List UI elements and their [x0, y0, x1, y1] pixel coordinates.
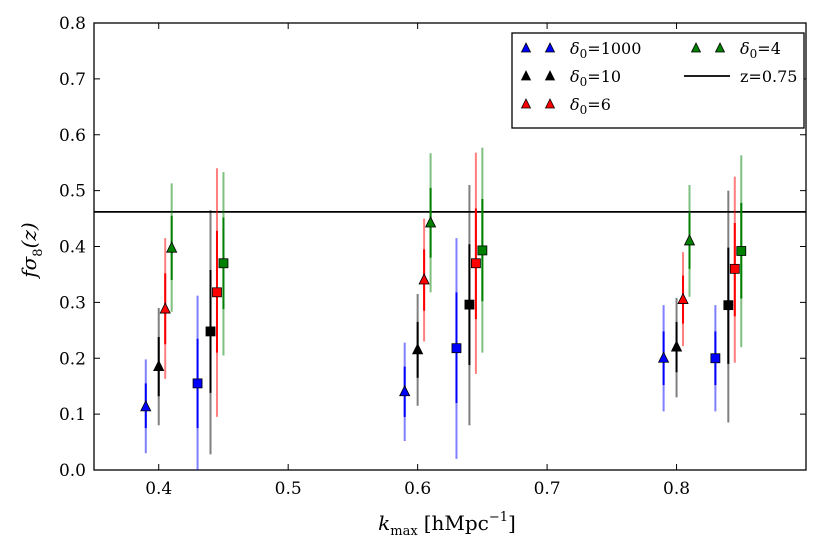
y-tick-label: 0.4: [59, 238, 86, 258]
square-marker: [218, 258, 229, 269]
square-marker: [736, 246, 747, 256]
data-markers: [140, 216, 747, 412]
x-axis-title: kmax [hMpc−1]: [378, 510, 516, 539]
y-tick-label: 0.8: [59, 14, 86, 34]
square-marker: [723, 300, 734, 311]
triangle-marker: [683, 234, 696, 246]
triangle-marker: [159, 302, 171, 314]
legend-marker: [544, 70, 556, 81]
y-tick-label: 0.0: [59, 461, 86, 481]
x-axis-title-exp: −1: [489, 510, 508, 525]
x-axis-title-close: ]: [508, 511, 516, 535]
legend-box: [511, 32, 805, 129]
y-tick-label: 0.2: [59, 349, 86, 369]
y-axis-title-arg: (z): [17, 222, 41, 248]
y-axis-title-sub: 8: [31, 248, 46, 256]
triangle-marker: [411, 342, 424, 355]
x-axis-title-main: k: [378, 511, 390, 535]
triangle-marker: [399, 384, 411, 397]
square-marker: [477, 245, 488, 256]
square-marker: [710, 353, 721, 364]
legend-marker: [714, 42, 726, 53]
legend-marker: [544, 42, 556, 53]
x-tick-label: 0.4: [145, 479, 172, 499]
y-tick-label: 0.1: [59, 405, 86, 425]
square-marker: [470, 258, 481, 269]
triangle-marker: [153, 359, 165, 372]
legend-marker: [520, 98, 532, 109]
legend: δ0=1000 δ0=10 δ0=6 δ0=4 z=0.75: [511, 32, 805, 129]
y-axis-title-main: fσ: [17, 255, 41, 279]
legend-label: δ0=1000: [570, 39, 641, 61]
square-marker: [205, 326, 216, 337]
triangle-marker: [418, 273, 430, 285]
y-axis-title: fσ8(z): [17, 222, 46, 280]
x-axis-title-sub: max: [390, 524, 418, 539]
square-marker: [451, 343, 462, 354]
legend-label: δ0=10: [570, 67, 621, 89]
y-tick-label: 0.6: [59, 126, 86, 146]
triangle-marker: [424, 216, 437, 228]
square-marker: [729, 263, 740, 274]
triangle-marker: [677, 292, 689, 304]
square-marker: [212, 287, 222, 298]
x-tick-label: 0.7: [534, 479, 561, 499]
y-tick-label: 0.3: [59, 293, 86, 313]
x-tick-label: 0.8: [663, 479, 690, 499]
legend-marker: [520, 42, 532, 53]
x-tick-label: 0.6: [404, 479, 431, 499]
triangle-marker: [140, 399, 152, 412]
legend-marker: [520, 70, 532, 81]
legend-label: δ0=4: [740, 39, 781, 61]
triangle-marker: [166, 241, 178, 253]
y-tick-label: 0.7: [59, 70, 86, 90]
x-axis-title-unit: [hMpc: [424, 511, 489, 535]
axis-ticks: 0.4 0.5 0.6 0.7 0.8 0.0 0.1 0.2 0.3 0.4 0.5 0.6 0.7 0…: [59, 14, 806, 499]
triangle-marker: [657, 351, 670, 363]
square-marker: [464, 299, 475, 310]
square-marker: [192, 378, 203, 389]
y-tick-label: 0.5: [59, 182, 86, 202]
legend-marker: [544, 98, 556, 109]
legend-label: δ0=6: [570, 95, 611, 117]
triangle-marker: [670, 340, 683, 352]
x-tick-label: 0.5: [275, 479, 302, 499]
legend-marker: [690, 42, 702, 53]
legend-label: z=0.75: [740, 67, 797, 86]
